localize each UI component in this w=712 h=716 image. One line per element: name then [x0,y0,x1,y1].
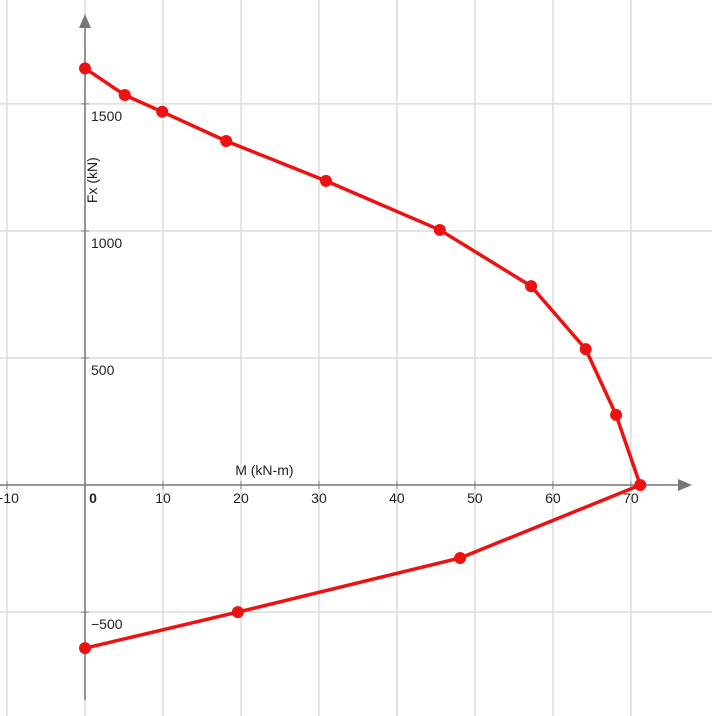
point [231,606,244,619]
point [118,89,131,102]
x-tick-label: 0 [89,490,97,506]
point [634,479,647,492]
x-axis-arrow [678,479,692,492]
x-tick-label: 20 [233,490,249,506]
point [433,223,446,236]
x-tick-label: 70 [623,490,639,506]
x-tick-label: 30 [311,490,327,506]
x-tick-label: 40 [389,490,405,506]
y-tick-label: 1500 [91,108,122,124]
x-tick-label: 10 [155,490,171,506]
y-axis-arrow [79,14,92,28]
point [579,343,592,356]
point [454,551,467,564]
x-tick-label: −10 [0,490,19,506]
x-axis-label: M (kN-m) [235,462,293,478]
point [610,408,623,421]
x-tick-label: 60 [545,490,561,506]
y-axis-label: Fx (kN) [84,157,100,203]
point [79,62,92,75]
point [220,135,233,148]
marks [79,62,647,655]
y-tick-label: 500 [91,362,115,378]
axes: −10 0 10 20 30 40 50 60 70 −500 500 1000 1500 M (kN-m… [0,14,692,700]
x-tick-label: 50 [467,490,483,506]
y-tick-label: 1000 [91,235,122,251]
point [156,105,169,118]
y-tick-label: −500 [91,616,123,632]
point [79,642,92,655]
point [525,280,538,293]
point [319,174,332,187]
